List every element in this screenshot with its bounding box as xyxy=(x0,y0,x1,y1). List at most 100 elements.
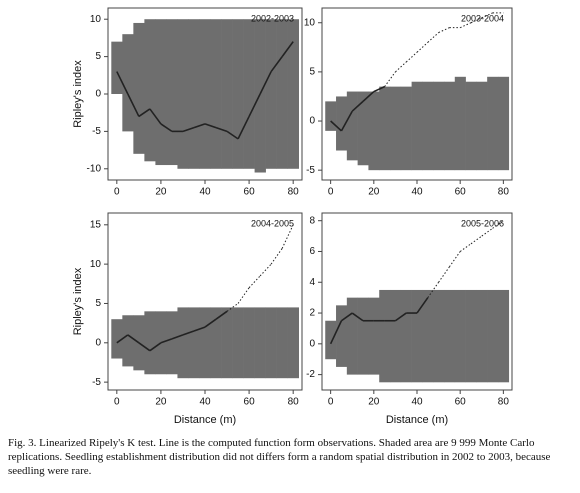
envelope xyxy=(243,19,255,169)
observed-line xyxy=(160,338,173,344)
observed-line xyxy=(226,303,239,312)
envelope xyxy=(265,19,277,169)
envelope xyxy=(411,81,423,171)
x-tick-label: 60 xyxy=(244,187,256,198)
envelope xyxy=(400,86,412,171)
observed-line xyxy=(438,266,450,283)
x-tick-label: 20 xyxy=(155,397,167,408)
observed-line xyxy=(281,41,294,58)
observed-line xyxy=(340,110,353,132)
observed-line xyxy=(160,123,173,133)
envelope xyxy=(357,297,369,375)
observed-line xyxy=(416,297,429,314)
y-tick-label: 5 xyxy=(95,298,101,309)
envelope xyxy=(336,305,348,367)
envelope xyxy=(144,311,156,375)
envelope xyxy=(422,81,434,171)
y-tick-label: 15 xyxy=(90,219,102,230)
panel-title: 2002-2003 xyxy=(251,13,294,23)
envelope xyxy=(188,19,200,169)
observed-line xyxy=(362,90,375,102)
x-tick-label: 40 xyxy=(199,397,211,408)
x-tick-label: 80 xyxy=(288,187,300,198)
x-tick-label: 60 xyxy=(455,397,467,408)
envelope xyxy=(346,91,358,161)
envelope xyxy=(390,289,402,383)
envelope xyxy=(346,297,358,375)
observed-line xyxy=(405,51,418,63)
observed-line xyxy=(259,71,272,95)
y-tick-label: 0 xyxy=(309,116,315,127)
x-tick-label: 80 xyxy=(498,397,510,408)
observed-line xyxy=(149,108,162,125)
y-tick-label: 10 xyxy=(90,14,102,25)
envelope xyxy=(287,19,299,169)
observed-line xyxy=(182,330,195,336)
observed-line xyxy=(330,120,342,132)
observed-line xyxy=(248,275,261,289)
x-tick-label: 20 xyxy=(368,397,380,408)
x-tick-label: 60 xyxy=(455,187,467,198)
x-tick-label: 80 xyxy=(288,397,300,408)
observed-line xyxy=(204,318,217,328)
envelope xyxy=(497,289,510,383)
envelope xyxy=(400,289,412,383)
envelope xyxy=(487,289,499,383)
observed-line xyxy=(237,116,250,140)
observed-line xyxy=(427,32,439,43)
envelope xyxy=(111,319,123,359)
envelope xyxy=(422,289,434,383)
envelope xyxy=(368,91,380,171)
observed-line xyxy=(138,108,151,118)
envelope xyxy=(199,19,211,169)
envelope xyxy=(232,19,244,169)
y-tick-label: 10 xyxy=(90,259,102,270)
observed-line xyxy=(373,85,385,93)
y-axis-label: Ripley's index xyxy=(72,267,84,335)
envelope xyxy=(188,307,200,379)
x-tick-label: 40 xyxy=(199,187,211,198)
envelope xyxy=(276,307,288,379)
envelope xyxy=(325,101,337,131)
envelope xyxy=(411,289,423,383)
observed-line xyxy=(329,320,343,345)
envelope xyxy=(122,315,134,367)
envelope xyxy=(433,289,445,383)
envelope xyxy=(476,289,488,383)
observed-line xyxy=(270,56,283,73)
panel-title: 2005-2006 xyxy=(461,218,504,228)
x-tick-label: 80 xyxy=(498,187,510,198)
x-tick-label: 20 xyxy=(155,187,167,198)
envelope xyxy=(133,22,145,154)
envelope xyxy=(433,81,445,171)
y-tick-label: -5 xyxy=(92,126,101,137)
x-tick-label: 40 xyxy=(411,397,423,408)
envelope xyxy=(122,34,134,132)
envelope xyxy=(368,297,380,375)
envelope xyxy=(254,19,266,173)
x-axis-label: Distance (m) xyxy=(174,414,236,426)
envelope xyxy=(465,81,477,171)
envelope xyxy=(454,289,466,383)
observed-line xyxy=(270,248,283,265)
envelope xyxy=(379,289,391,383)
x-tick-label: 0 xyxy=(114,187,120,198)
observed-line xyxy=(116,71,129,95)
observed-line xyxy=(226,130,239,140)
observed-line xyxy=(470,235,483,245)
y-tick-label: -10 xyxy=(87,163,102,174)
y-tick-label: 10 xyxy=(304,17,316,28)
x-tick-label: 0 xyxy=(328,187,334,198)
envelope xyxy=(210,19,222,169)
envelope xyxy=(454,76,466,171)
envelope xyxy=(221,19,233,169)
observed-line xyxy=(459,22,472,29)
observed-line xyxy=(204,123,217,129)
envelope xyxy=(144,19,156,162)
envelope xyxy=(232,307,244,379)
x-tick-label: 0 xyxy=(114,397,120,408)
y-tick-label: 5 xyxy=(309,67,315,78)
x-tick-label: 20 xyxy=(368,187,380,198)
observed-line xyxy=(259,263,272,277)
